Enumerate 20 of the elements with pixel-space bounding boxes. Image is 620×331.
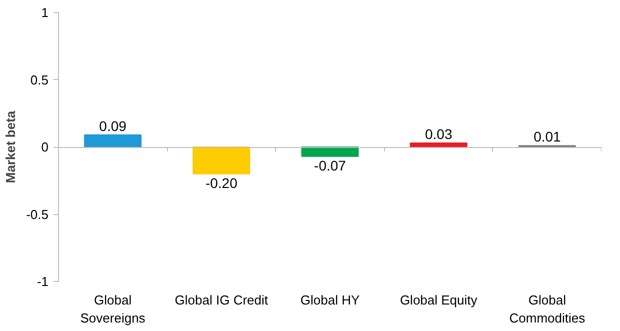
- y-tick-label: -1: [36, 274, 49, 289]
- y-tick-label: -0.5: [26, 206, 49, 222]
- data-label: -0.07: [314, 157, 346, 174]
- y-axis-title: Market beta: [3, 110, 18, 184]
- y-tick-label: 0: [41, 140, 49, 154]
- data-label: 0.09: [99, 118, 127, 134]
- bar: [192, 146, 250, 174]
- x-tick-label: Global HY: [300, 292, 360, 308]
- bar: [301, 146, 359, 157]
- bar: [410, 142, 468, 148]
- x-tick-label: Global Commodities: [509, 292, 586, 326]
- x-tick-label: Global IG Credit: [174, 292, 268, 308]
- x-tick-label: Global Sovereigns: [80, 292, 146, 326]
- data-label: 0.03: [424, 126, 452, 142]
- y-tick-label: 1: [41, 5, 49, 20]
- data-label: -0.20: [205, 174, 238, 191]
- y-tick-label: 0.5: [30, 72, 49, 88]
- x-tick-label: Global Equity: [400, 292, 478, 308]
- bar: [84, 134, 142, 148]
- data-label: 0.01: [534, 128, 562, 145]
